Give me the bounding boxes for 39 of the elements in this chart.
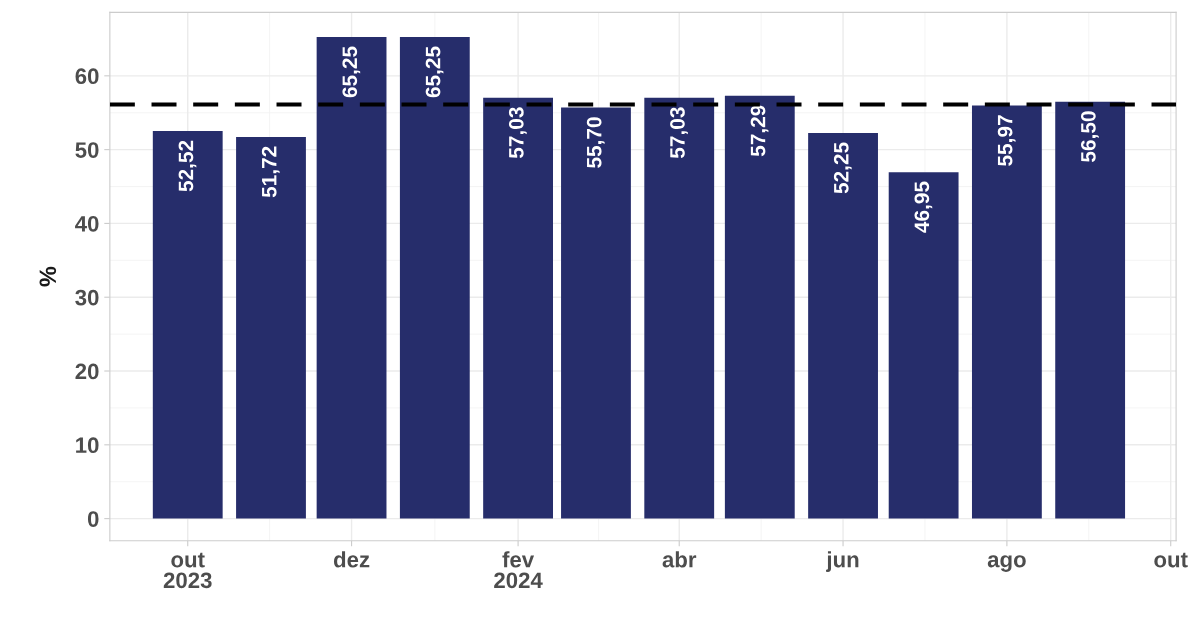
- bar: [644, 97, 715, 519]
- bar: [561, 107, 631, 519]
- bar: [808, 133, 878, 519]
- text: 52,52: [178, 140, 197, 192]
- text: 52,25: [833, 142, 852, 194]
- bar: [1055, 101, 1126, 519]
- y-tick-label: 50: [75, 142, 99, 158]
- y-tick-label: 40: [75, 215, 99, 232]
- x-tick-label: dez: [333, 551, 370, 568]
- bar: [316, 37, 387, 519]
- y-tick-label: 10: [76, 437, 99, 454]
- y-axis-title: %: [39, 266, 57, 287]
- text: 57,03: [670, 107, 688, 159]
- bar: [399, 37, 470, 519]
- bar: [483, 97, 553, 519]
- text: 55,97: [997, 115, 1016, 166]
- text: 57,29: [750, 105, 769, 157]
- text: 51,72: [261, 146, 280, 198]
- bar: [971, 105, 1042, 519]
- x-tick-label: fev 2024: [494, 551, 543, 589]
- text: 57,03: [508, 107, 527, 159]
- x-tick-label: abr: [662, 551, 697, 568]
- x-tick-label: out 2023: [163, 552, 212, 589]
- bar: [724, 95, 795, 519]
- text: 56,50: [1080, 111, 1099, 162]
- y-tick-label: 60: [75, 68, 99, 85]
- y-tick-label: 20: [75, 363, 99, 380]
- bar: [152, 131, 223, 519]
- y-tick-label: 30: [75, 289, 99, 306]
- text: 55,70: [586, 117, 605, 168]
- text: 46,95: [914, 181, 933, 233]
- y-tick-label: 0: [87, 511, 99, 527]
- x-tick-label: jun: [826, 551, 859, 572]
- bar: [236, 136, 306, 519]
- text: 65,25: [425, 46, 444, 98]
- x-tick-label: out: [1154, 552, 1188, 568]
- bar: [888, 172, 959, 519]
- text: 65,25: [342, 46, 361, 98]
- x-tick-label: ago: [987, 555, 1026, 572]
